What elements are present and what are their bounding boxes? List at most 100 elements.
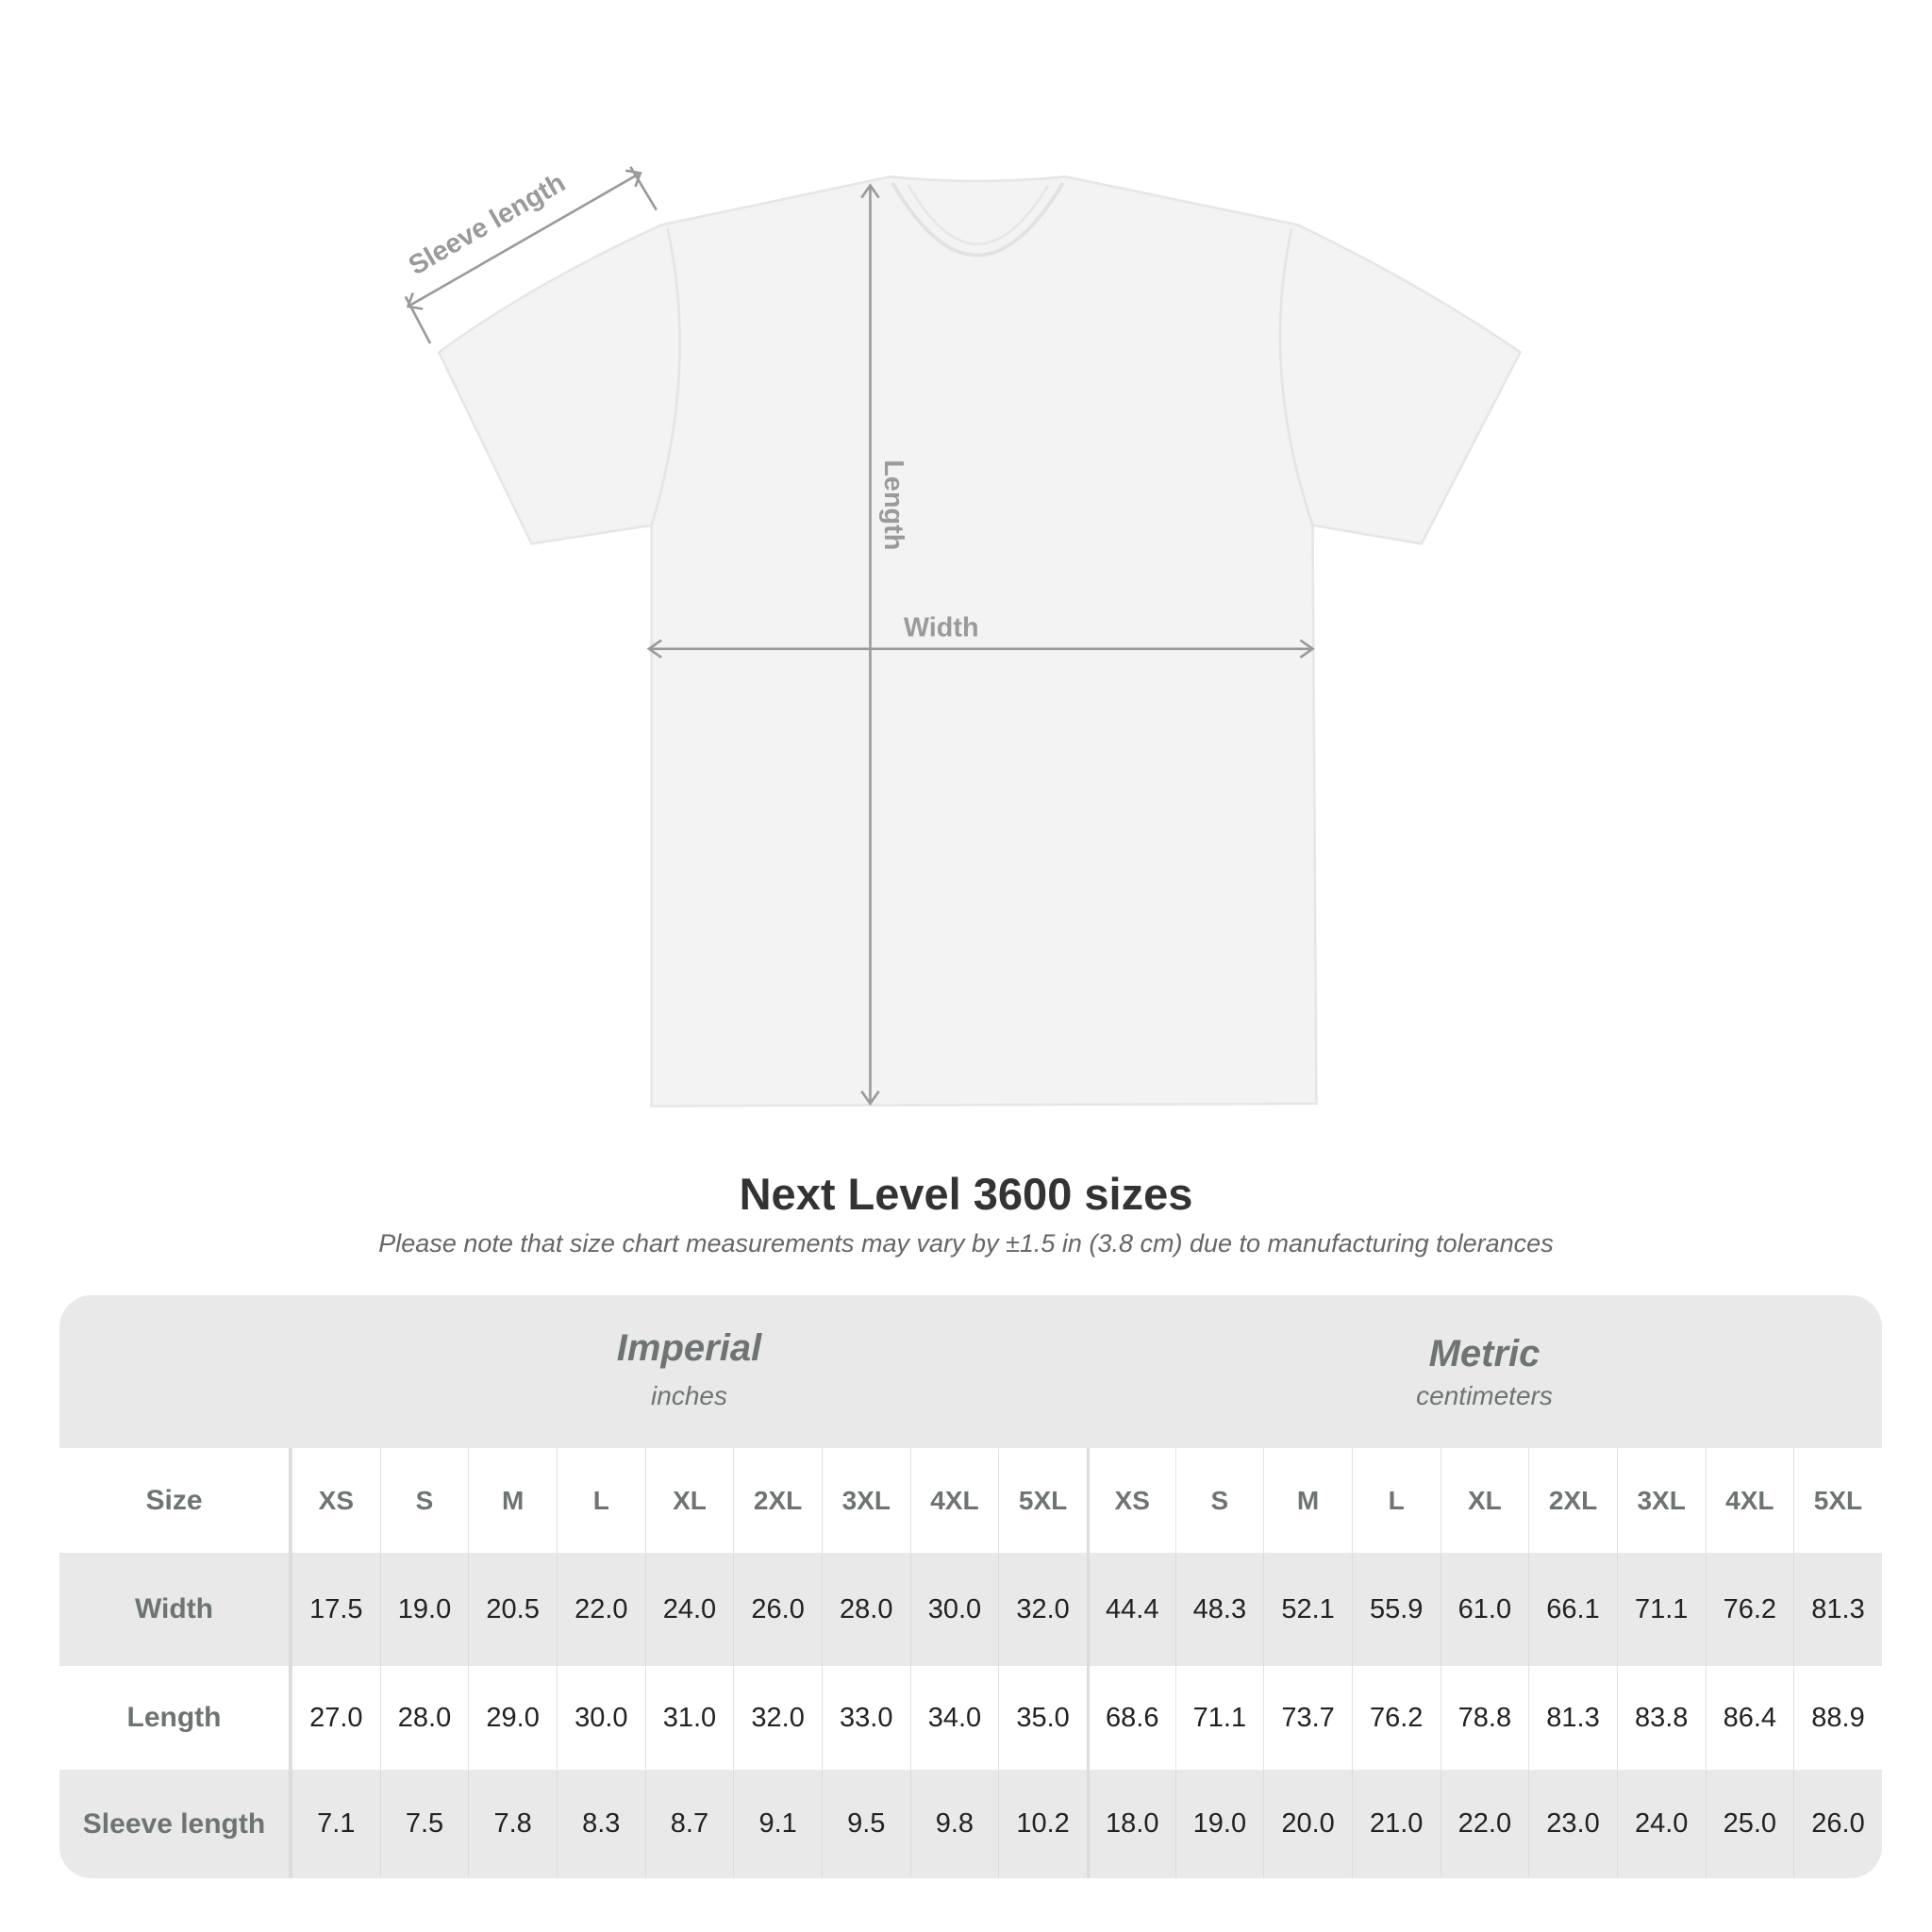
metric-value-cell: 73.7 (1263, 1666, 1352, 1770)
imperial-value-cell: 7.8 (468, 1770, 557, 1878)
size-header-metric: 5XL (1793, 1448, 1882, 1553)
metric-value-cell: 26.0 (1793, 1770, 1882, 1878)
size-header-imperial: 2XL (733, 1448, 822, 1553)
imperial-value-cell: 10.2 (998, 1770, 1087, 1878)
size-chart-table: Imperial inches Metric centimeters Size X… (59, 1295, 1882, 1878)
imperial-value-cell: 20.5 (468, 1553, 557, 1666)
metric-unit: centimeters (1416, 1381, 1553, 1410)
metric-value-cell: 66.1 (1528, 1553, 1617, 1666)
imperial-value-cell: 8.3 (556, 1770, 645, 1878)
imperial-unit: inches (651, 1381, 727, 1410)
size-header-imperial: L (556, 1448, 645, 1553)
imperial-value-cell: 24.0 (644, 1553, 734, 1666)
metric-value-cell: 71.1 (1616, 1553, 1706, 1666)
table-row: Length 27.0 28.0 29.0 30.0 31.0 32.0 33.0 34.0 35… (59, 1666, 1882, 1770)
metric-value-cell: 86.4 (1705, 1666, 1794, 1770)
metric-value-cell: 68.6 (1086, 1666, 1175, 1770)
size-header-imperial: 5XL (998, 1448, 1087, 1553)
metric-value-cell: 18.0 (1086, 1770, 1175, 1878)
row-label: Width (59, 1553, 291, 1666)
collar-band (907, 184, 1050, 246)
metric-title: Metric (1428, 1333, 1541, 1374)
imperial-value-cell: 31.0 (644, 1666, 734, 1770)
metric-value-cell: 20.0 (1263, 1770, 1352, 1878)
imperial-value-cell: 32.0 (733, 1666, 822, 1770)
metric-value-cell: 19.0 (1174, 1770, 1264, 1878)
size-header-imperial: 3XL (821, 1448, 910, 1553)
imperial-value-cell: 26.0 (733, 1553, 822, 1666)
metric-value-cell: 81.3 (1793, 1553, 1882, 1666)
width-label: Width (904, 613, 979, 643)
size-header-metric: S (1174, 1448, 1264, 1553)
size-header-imperial: 4XL (909, 1448, 999, 1553)
metric-value-cell: 22.0 (1440, 1770, 1529, 1878)
sleeve-arrow-left (406, 292, 424, 310)
sleeve-seam-right (1278, 228, 1314, 526)
size-header-imperial: XL (644, 1448, 734, 1553)
metric-value-cell: 76.2 (1705, 1553, 1794, 1666)
row-label: Length (59, 1666, 291, 1770)
collar (891, 181, 1065, 258)
metric-value-cell: 83.8 (1616, 1666, 1706, 1770)
imperial-value-cell: 35.0 (998, 1666, 1087, 1770)
row-label: Sleeve length (59, 1770, 291, 1878)
tshirt-image (437, 175, 1523, 1108)
metric-header: Metric centimeters (1087, 1295, 1882, 1448)
imperial-value-cell: 33.0 (821, 1666, 910, 1770)
imperial-value-cell: 34.0 (909, 1666, 999, 1770)
width-arrow-left (646, 639, 662, 659)
metric-value-cell: 81.3 (1528, 1666, 1617, 1770)
imperial-header: Imperial inches (291, 1295, 1087, 1448)
imperial-value-cell: 22.0 (556, 1553, 645, 1666)
tolerance-note: Please note that size chart measurements… (378, 1229, 1554, 1257)
metric-value-cell: 44.4 (1086, 1553, 1175, 1666)
imperial-value-cell: 28.0 (821, 1553, 910, 1666)
length-arrow-top (860, 183, 880, 199)
imperial-value-cell: 27.0 (291, 1666, 380, 1770)
imperial-value-cell: 9.5 (821, 1770, 910, 1878)
imperial-value-cell: 9.1 (733, 1770, 822, 1878)
size-header-metric: 2XL (1528, 1448, 1617, 1553)
table-row: Sleeve length 7.1 7.5 7.8 8.3 8.7 9.1 9.5 9.8 10.… (59, 1770, 1882, 1878)
imperial-value-cell: 30.0 (909, 1553, 999, 1666)
metric-value-cell: 88.9 (1793, 1666, 1882, 1770)
table-row: Width 17.5 19.0 20.5 22.0 24.0 26.0 28.0 30.0 32.… (59, 1553, 1882, 1666)
size-header-metric: XL (1440, 1448, 1529, 1553)
metric-value-cell: 25.0 (1705, 1770, 1794, 1878)
size-header-imperial: S (379, 1448, 469, 1553)
size-header-metric: M (1263, 1448, 1352, 1553)
size-column-label: Size (59, 1448, 291, 1553)
imperial-value-cell: 32.0 (998, 1553, 1087, 1666)
metric-value-cell: 23.0 (1528, 1770, 1617, 1878)
imperial-value-cell: 7.1 (291, 1770, 380, 1878)
tshirt-diagram: Sleeve length Length Width (404, 166, 1523, 1108)
metric-value-cell: 55.9 (1351, 1553, 1441, 1666)
imperial-value-cell: 17.5 (291, 1553, 380, 1666)
sleeve-arrow-right (625, 169, 642, 188)
imperial-value-cell: 7.5 (379, 1770, 469, 1878)
length-arrow-bottom (860, 1091, 880, 1107)
imperial-value-cell: 19.0 (379, 1553, 469, 1666)
sleeve-tick-right (629, 166, 658, 211)
imperial-value-cell: 9.8 (909, 1770, 999, 1878)
size-header-metric: 4XL (1705, 1448, 1794, 1553)
imperial-value-cell: 30.0 (556, 1666, 645, 1770)
imperial-title: Imperial (616, 1327, 762, 1369)
metric-value-cell: 52.1 (1263, 1553, 1352, 1666)
metric-value-cell: 76.2 (1351, 1666, 1441, 1770)
size-header-metric: XS (1086, 1448, 1175, 1553)
size-header-imperial: XS (291, 1448, 380, 1553)
metric-value-cell: 48.3 (1174, 1553, 1264, 1666)
length-label: Length (878, 459, 908, 550)
sleeve-length-label: Sleeve length (404, 168, 571, 282)
page-title: Next Level 3600 sizes (739, 1169, 1193, 1219)
imperial-value-cell: 29.0 (468, 1666, 557, 1770)
metric-value-cell: 71.1 (1174, 1666, 1264, 1770)
size-header-imperial: M (468, 1448, 557, 1553)
imperial-value-cell: 8.7 (644, 1770, 734, 1878)
imperial-value-cell: 28.0 (379, 1666, 469, 1770)
size-header-row: Size XS S M L XL 2XL 3XL 4XL 5XL XS S M L XL 2XL 3XL 4XL 5… (59, 1448, 1882, 1553)
width-arrow-right (1299, 639, 1315, 659)
metric-value-cell: 24.0 (1616, 1770, 1706, 1878)
sleeve-seam-left (650, 228, 681, 526)
